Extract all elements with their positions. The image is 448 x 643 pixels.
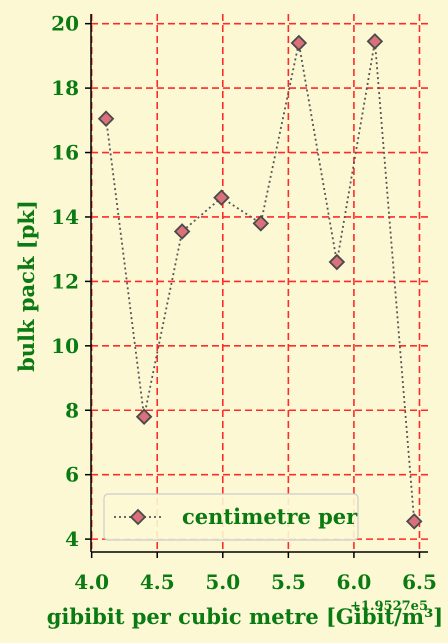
- x-tick-label: 6.0: [337, 570, 372, 594]
- axes: 4.0 4.5 5.0 5.5 6.0 6.5 4 6 8 10 12 14 16 18 20: [51, 12, 437, 594]
- data-point: [213, 189, 230, 206]
- y-tick-label: 12: [51, 269, 79, 293]
- y-tick-label: 10: [51, 334, 79, 358]
- legend: centimetre per: [103, 493, 359, 541]
- y-tick-label: 16: [51, 141, 79, 165]
- x-tick-label: 5.5: [271, 570, 306, 594]
- y-tick-label: 8: [65, 398, 79, 422]
- x-offset-label: +1.9527e5: [350, 599, 428, 614]
- y-tick-label: 18: [51, 76, 79, 100]
- y-tick-label: 14: [51, 205, 79, 229]
- y-tick-label: 6: [65, 463, 79, 487]
- series: [97, 33, 423, 530]
- x-tick-label: 6.5: [402, 570, 437, 594]
- y-axis-title: bulk pack [pk]: [14, 200, 39, 372]
- data-point: [366, 33, 384, 50]
- data-point: [173, 223, 191, 240]
- data-point: [290, 34, 308, 52]
- x-tick-label: 5.0: [205, 570, 240, 594]
- data-point: [97, 110, 115, 127]
- legend-box: [103, 493, 359, 541]
- y-tick-label: 20: [51, 12, 79, 36]
- legend-label: centimetre per: [182, 504, 358, 529]
- data-point: [252, 215, 270, 232]
- data-point: [135, 408, 153, 425]
- data-point: [405, 513, 423, 530]
- x-tick-label: 4.0: [74, 570, 109, 594]
- y-tick-label: 4: [65, 527, 79, 551]
- x-tick-label: 4.5: [140, 570, 175, 594]
- grid: [90, 14, 428, 552]
- x-axis-title: gibibit per cubic metre [Gibit/m³]: [47, 604, 443, 629]
- legend-marker: [129, 508, 147, 526]
- data-point: [328, 253, 346, 271]
